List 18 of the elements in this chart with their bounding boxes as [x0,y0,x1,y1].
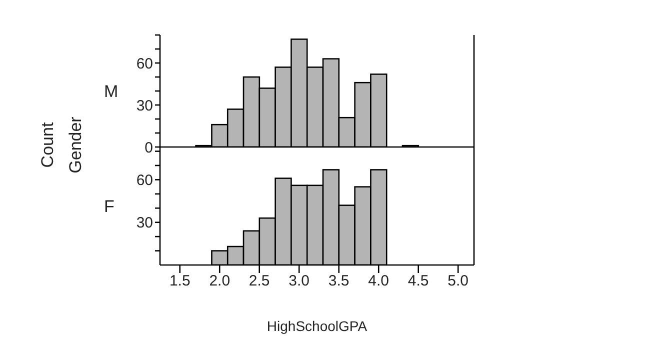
x-axis-title: HighSchoolGPA [266,318,368,334]
x-tick-label: 4.0 [368,272,390,290]
text: Count [37,121,58,170]
y-tick-label: 60 [136,172,153,190]
x-tick-label: 2.0 [209,272,230,290]
x-tick-label: 4.5 [408,272,429,290]
y-axis-title: M [104,82,118,102]
y-tick-label: 30 [136,214,153,232]
x-tick-label: 1.5 [169,272,190,290]
x-tick-label: 2.5 [248,272,270,290]
text: Gender [65,116,86,176]
y-tick-label: 30 [136,97,153,114]
x-tick-label: 5.0 [448,272,469,290]
y-axis-title: F [104,197,114,216]
x-tick-label: 3.5 [328,272,350,290]
y-tick-label: 60 [136,55,153,72]
y-tick-label: 0 [144,139,153,156]
x-tick-label: 3.0 [288,272,310,290]
